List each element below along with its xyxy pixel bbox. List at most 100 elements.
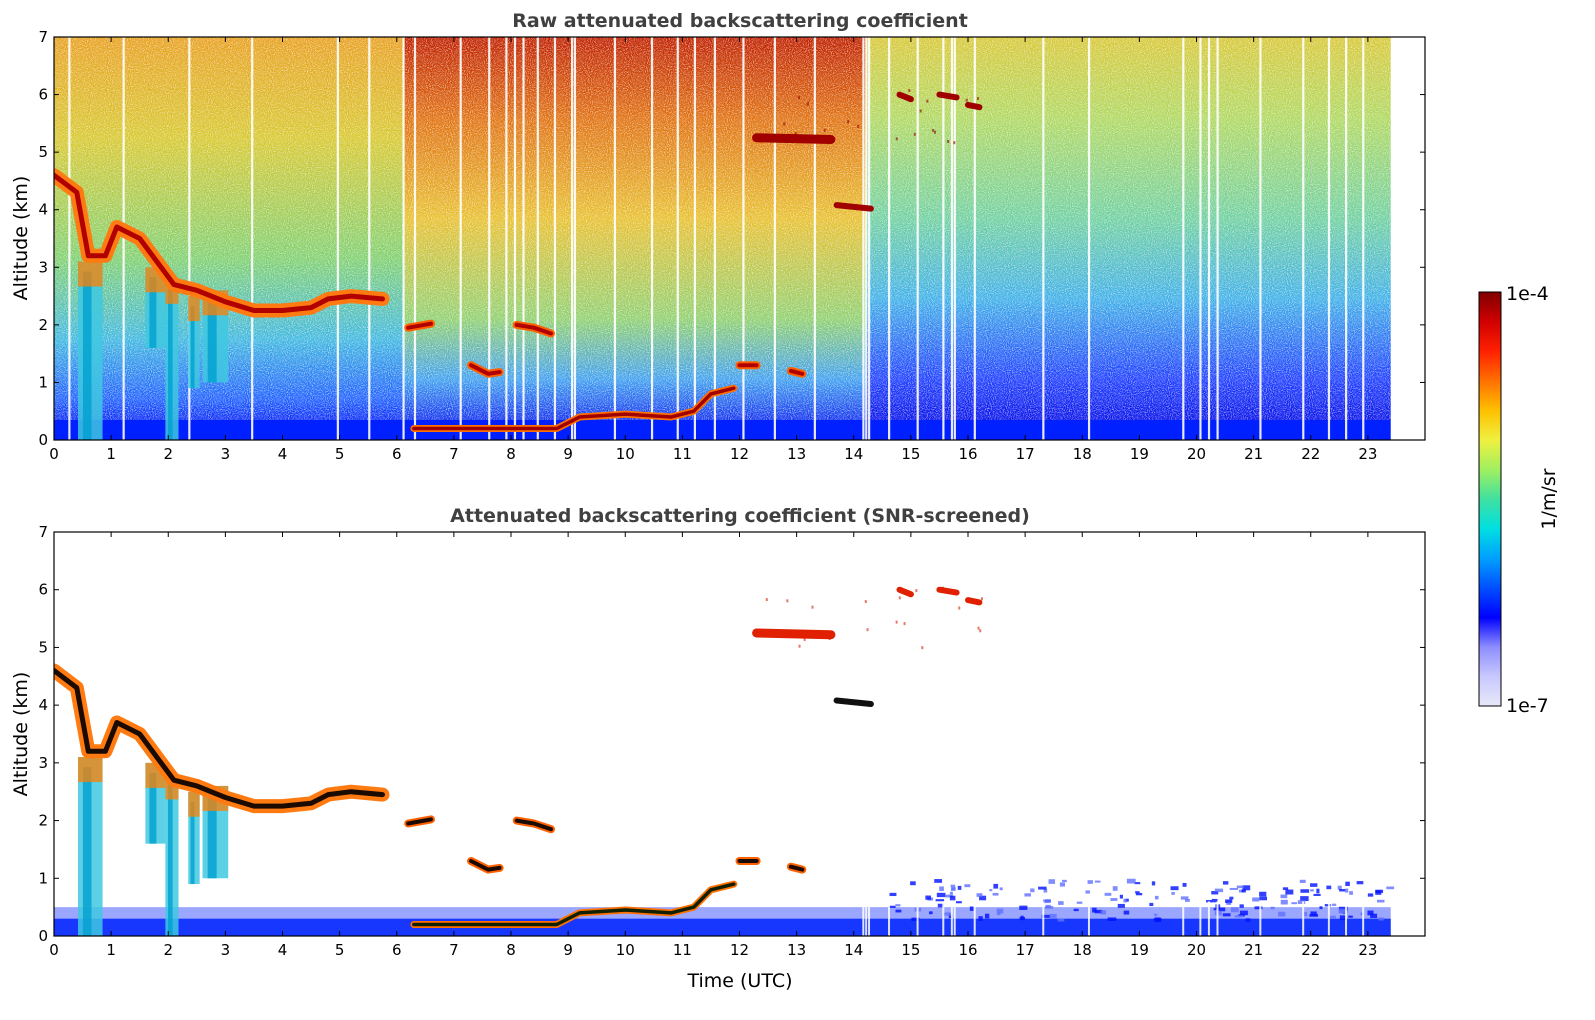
mid-cloud xyxy=(788,864,805,872)
aerosol-patch xyxy=(1123,910,1130,915)
top-missing-profile xyxy=(613,37,617,440)
aerosol-patch xyxy=(1123,898,1127,903)
cloud-speck xyxy=(913,132,916,136)
top-missing-profile xyxy=(1087,37,1091,440)
aerosol-patch xyxy=(1222,913,1231,917)
upper-cloud xyxy=(896,586,914,598)
aerosol-patch xyxy=(889,892,897,897)
bottom-y-tick-label: 3 xyxy=(38,754,48,772)
bottom-missing-profile xyxy=(1302,901,1305,936)
top-x-tick-label: 4 xyxy=(278,445,288,463)
aerosol-patch xyxy=(1338,908,1346,914)
bottom-x-tick-label: 3 xyxy=(221,941,231,959)
aerosol-patch xyxy=(1057,918,1065,922)
aerosol-patch xyxy=(1030,888,1035,893)
aerosol-patch xyxy=(1107,917,1117,921)
bottom-x-tick-label: 12 xyxy=(730,941,749,959)
top-x-tick-label: 11 xyxy=(673,445,692,463)
aerosol-patch xyxy=(1348,915,1353,918)
aerosol-patch xyxy=(1324,904,1331,907)
bottom-missing-profile xyxy=(950,901,953,936)
aerosol-patch xyxy=(957,885,962,890)
aerosol-patch xyxy=(1310,883,1318,887)
upper-cloud xyxy=(896,91,914,103)
aerosol-patch xyxy=(1041,914,1051,918)
aerosol-patch xyxy=(1349,891,1353,895)
top-x-tick-label: 9 xyxy=(563,445,573,463)
cloud-speck xyxy=(898,596,901,600)
aerosol-patch xyxy=(1234,915,1244,918)
aerosol-patch xyxy=(937,903,944,908)
bottom-missing-profile xyxy=(1345,901,1348,936)
cloud-speck xyxy=(786,599,789,603)
bottom-x-tick-label: 13 xyxy=(787,941,806,959)
aerosol-patch xyxy=(1125,898,1129,902)
aerosol-patch xyxy=(1126,878,1136,884)
cloud-speck xyxy=(803,638,806,642)
top-x-tick-label: 6 xyxy=(392,445,402,463)
aerosol-patch xyxy=(1151,881,1156,886)
aerosol-patch xyxy=(993,883,999,889)
aerosol-patch xyxy=(1319,906,1323,910)
aerosol-patch xyxy=(984,913,990,919)
top-missing-profile xyxy=(1362,37,1365,440)
aerosol-patch xyxy=(1239,904,1244,908)
top-x-tick-label: 5 xyxy=(335,445,345,463)
top-missing-profile xyxy=(505,37,508,440)
aerosol-patch xyxy=(1280,894,1288,899)
aerosol-patch xyxy=(1297,900,1306,904)
aerosol-patch xyxy=(1241,889,1246,893)
aerosol-patch xyxy=(1217,907,1226,912)
bottom-missing-profile xyxy=(1087,901,1090,936)
bottom-x-tick-label: 2 xyxy=(163,941,173,959)
bottom-missing-profile xyxy=(942,901,945,936)
cloud-speck xyxy=(798,644,801,648)
aerosol-patch xyxy=(1386,886,1395,890)
bl-top xyxy=(412,882,736,927)
aerosol-patch xyxy=(1259,891,1267,897)
cloud-speck xyxy=(811,605,814,609)
top-y-tick-label: 6 xyxy=(38,86,48,104)
top-x-tick-label: 15 xyxy=(901,445,920,463)
fall-streak-top xyxy=(188,791,200,817)
top-cloud-features xyxy=(54,89,983,440)
aerosol-patch xyxy=(1270,906,1275,910)
aerosol-patch xyxy=(1094,909,1103,914)
bottom-heatmap xyxy=(54,586,1395,936)
bottom-missing-profile xyxy=(953,901,956,936)
aerosol-patch xyxy=(1337,885,1342,890)
aerosol-patch xyxy=(1058,901,1064,905)
bottom-x-tick-label: 20 xyxy=(1187,941,1206,959)
top-y-axis-label: Altitude (km) xyxy=(10,176,32,301)
bottom-missing-profile xyxy=(973,901,976,936)
cloud-speck xyxy=(828,636,831,640)
bottom-y-tick-label: 1 xyxy=(38,869,48,887)
aerosol-patch xyxy=(1375,889,1384,893)
bottom-x-tick-label: 17 xyxy=(1016,941,1035,959)
aerosol-patch xyxy=(1229,887,1239,890)
top-x-tick-label: 12 xyxy=(730,445,749,463)
aerosol-patch xyxy=(1042,899,1051,904)
bottom-x-tick-label: 5 xyxy=(335,941,345,959)
aerosol-patch xyxy=(1259,896,1268,901)
top-missing-profile xyxy=(1207,37,1211,440)
aerosol-patch xyxy=(945,894,953,898)
upper-cloud xyxy=(965,597,983,606)
aerosol-patch xyxy=(1299,879,1306,883)
bottom-missing-profile xyxy=(1259,901,1262,936)
cloud-speck xyxy=(915,589,918,593)
cloud-layer xyxy=(54,668,385,809)
aerosol-patch xyxy=(1211,898,1218,903)
upper-cloud xyxy=(965,101,983,111)
aerosol-patch xyxy=(1229,896,1234,900)
top-x-tick-label: 16 xyxy=(958,445,977,463)
top-missing-profile xyxy=(488,37,491,440)
mid-cloud xyxy=(406,817,433,826)
aerosol-patch xyxy=(1300,889,1310,893)
aerosol-patch xyxy=(1313,893,1321,896)
aerosol-patch xyxy=(1110,898,1118,901)
top-no-data-region xyxy=(1390,37,1425,440)
aerosol-patch xyxy=(1339,889,1346,892)
aerosol-patch xyxy=(1252,897,1260,902)
top-missing-profile xyxy=(513,37,517,440)
